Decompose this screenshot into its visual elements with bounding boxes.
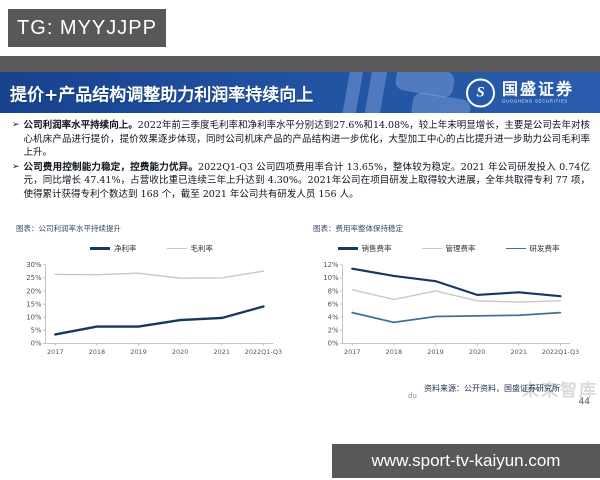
svg-text:2019: 2019 <box>130 348 146 356</box>
page-number: 44 <box>578 397 590 407</box>
logo-name: 国盛证券 <box>501 79 574 99</box>
svg-text:20%: 20% <box>26 287 42 295</box>
legend-item: 净利率 <box>90 243 137 254</box>
bullet-arrow-icon: ➢ <box>12 120 20 130</box>
chart-legend: 净利率 毛利率 <box>16 243 287 254</box>
legend-label: 销售费率 <box>361 244 392 253</box>
bullet-list: ➢ 公司利润率水平持续向上。2022年前三季度毛利率和净利率水平分别达到27.6… <box>12 119 590 202</box>
telegram-tag-text: TG: MYYJJPP <box>17 16 157 39</box>
svg-text:2021: 2021 <box>511 348 527 356</box>
url-overlay: www.sport-tv-kaiyun.com <box>332 444 600 478</box>
svg-text:2018: 2018 <box>386 348 402 356</box>
svg-text:5%: 5% <box>31 327 42 335</box>
bullet-text: 公司利润率水平持续向上。2022年前三季度毛利率和净利率水平分别达到27.6%和… <box>24 119 590 160</box>
svg-text:0%: 0% <box>328 340 339 348</box>
legend-item: 管理费率 <box>421 243 476 254</box>
svg-text:0%: 0% <box>31 340 42 348</box>
svg-text:2017: 2017 <box>47 348 63 356</box>
bullet-arrow-icon: ➢ <box>12 161 20 172</box>
legend-label: 毛利率 <box>190 244 214 253</box>
guosheng-securities-logo: S 国盛证券 GUOSHENG SECURITIES <box>465 78 574 107</box>
legend-line-swatch <box>337 247 358 250</box>
svg-text:2020: 2020 <box>172 348 188 356</box>
legend-label: 管理费率 <box>445 244 476 253</box>
chart-title: 图表：费用率整体保持稳定 <box>313 224 403 233</box>
svg-text:6%: 6% <box>328 300 339 308</box>
svg-text:2022Q1-Q3: 2022Q1-Q3 <box>542 348 579 356</box>
legend-label: 研发费率 <box>529 244 560 253</box>
bullet-item: ➢ 公司利润率水平持续向上。2022年前三季度毛利率和净利率水平分别达到27.6… <box>12 119 590 160</box>
legend-label: 净利率 <box>114 244 137 253</box>
logo-subtitle: GUOSHENG SECURITIES <box>501 98 568 104</box>
logo-monogram: S <box>476 84 485 100</box>
bullet-lead: 公司利润率水平持续向上。 <box>23 120 138 131</box>
svg-text:15%: 15% <box>26 300 42 308</box>
legend-item: 销售费率 <box>337 243 392 254</box>
watermark-text: 未来智库 <box>522 381 598 401</box>
slide-title: 提价+产品结构调整助力利润率持续向上 <box>10 85 314 105</box>
svg-text:2019: 2019 <box>427 348 443 356</box>
svg-text:25%: 25% <box>26 274 42 282</box>
header-decor-shape <box>362 72 389 113</box>
svg-text:4%: 4% <box>328 314 339 322</box>
line-chart-svg: 0% 2% 4% 6% 8% 10% 12% 2017 2018 2019 2020 2021 2022… <box>323 261 579 356</box>
line-chart-svg: 0% 5% 10% 15% 20% 25% 30% 2017 2018 2019 2020 2021 2… <box>26 261 282 356</box>
svg-text:10%: 10% <box>323 274 339 282</box>
svg-text:2%: 2% <box>328 327 339 335</box>
svg-text:2017: 2017 <box>344 348 360 356</box>
svg-text:30%: 30% <box>26 261 42 269</box>
svg-text:2022Q1-Q3: 2022Q1-Q3 <box>245 348 282 356</box>
chart-legend: 销售费率 管理费率 研发费率 <box>313 243 584 254</box>
slide-top-gray-band <box>0 56 600 77</box>
source-note: 资料来源：公开资料，国盛证券研究所 <box>424 384 560 393</box>
telegram-tag-overlay: TG: MYYJJPP <box>8 9 166 47</box>
bullet-body: 2022年前三季度毛利率和净利率水平分别达到27.6%和14.08%，较上年末明… <box>23 120 590 158</box>
logo-ring-icon: S <box>465 78 495 107</box>
margin-trend-chart: 图表：公司利润率水平持续提升 净利率 毛利率 0% 5% 10% 15% 20% 25% 30… <box>16 223 287 360</box>
legend-item: 研发费率 <box>505 243 560 254</box>
watermark-fragment: du <box>408 392 417 400</box>
url-text: www.sport-tv-kaiyun.com <box>371 451 561 470</box>
header-decor-shape <box>341 72 364 113</box>
legend-line-swatch <box>421 247 442 250</box>
svg-text:2021: 2021 <box>214 348 230 356</box>
charts-row: 图表：公司利润率水平持续提升 净利率 毛利率 0% 5% 10% 15% 20% 25% 30… <box>16 223 584 360</box>
svg-text:12%: 12% <box>323 261 339 269</box>
legend-line-swatch <box>505 247 526 250</box>
svg-text:10%: 10% <box>26 314 42 322</box>
logo-text-block: 国盛证券 GUOSHENG SECURITIES <box>502 81 574 104</box>
legend-item: 毛利率 <box>166 243 214 254</box>
svg-text:2020: 2020 <box>469 348 485 356</box>
slide-header-bar: 提价+产品结构调整助力利润率持续向上 S 国盛证券 GUOSHENG SECUR… <box>0 72 600 113</box>
svg-text:2018: 2018 <box>89 348 105 356</box>
bullet-text: 公司费用控制能力稳定，控费能力优异。2022Q1-Q3 公司四项费用率合计 13… <box>24 161 590 202</box>
bullet-item: ➢ 公司费用控制能力稳定，控费能力优异。2022Q1-Q3 公司四项费用率合计 … <box>12 161 590 202</box>
expense-ratio-chart: 图表：费用率整体保持稳定 销售费率 管理费率 研发费率 0% 2% 4% 6% 8% 10% 1… <box>313 223 584 360</box>
bullet-body: 2022Q1-Q3 公司四项费用率合计 13.65%，整体较为稳定。2021 年… <box>23 161 590 200</box>
chart-title: 图表：公司利润率水平持续提升 <box>16 224 121 233</box>
bullet-lead: 公司费用控制能力稳定，控费能力优异。 <box>23 161 199 173</box>
legend-line-swatch <box>166 247 187 250</box>
svg-text:8%: 8% <box>328 287 339 295</box>
legend-line-swatch <box>90 247 110 250</box>
